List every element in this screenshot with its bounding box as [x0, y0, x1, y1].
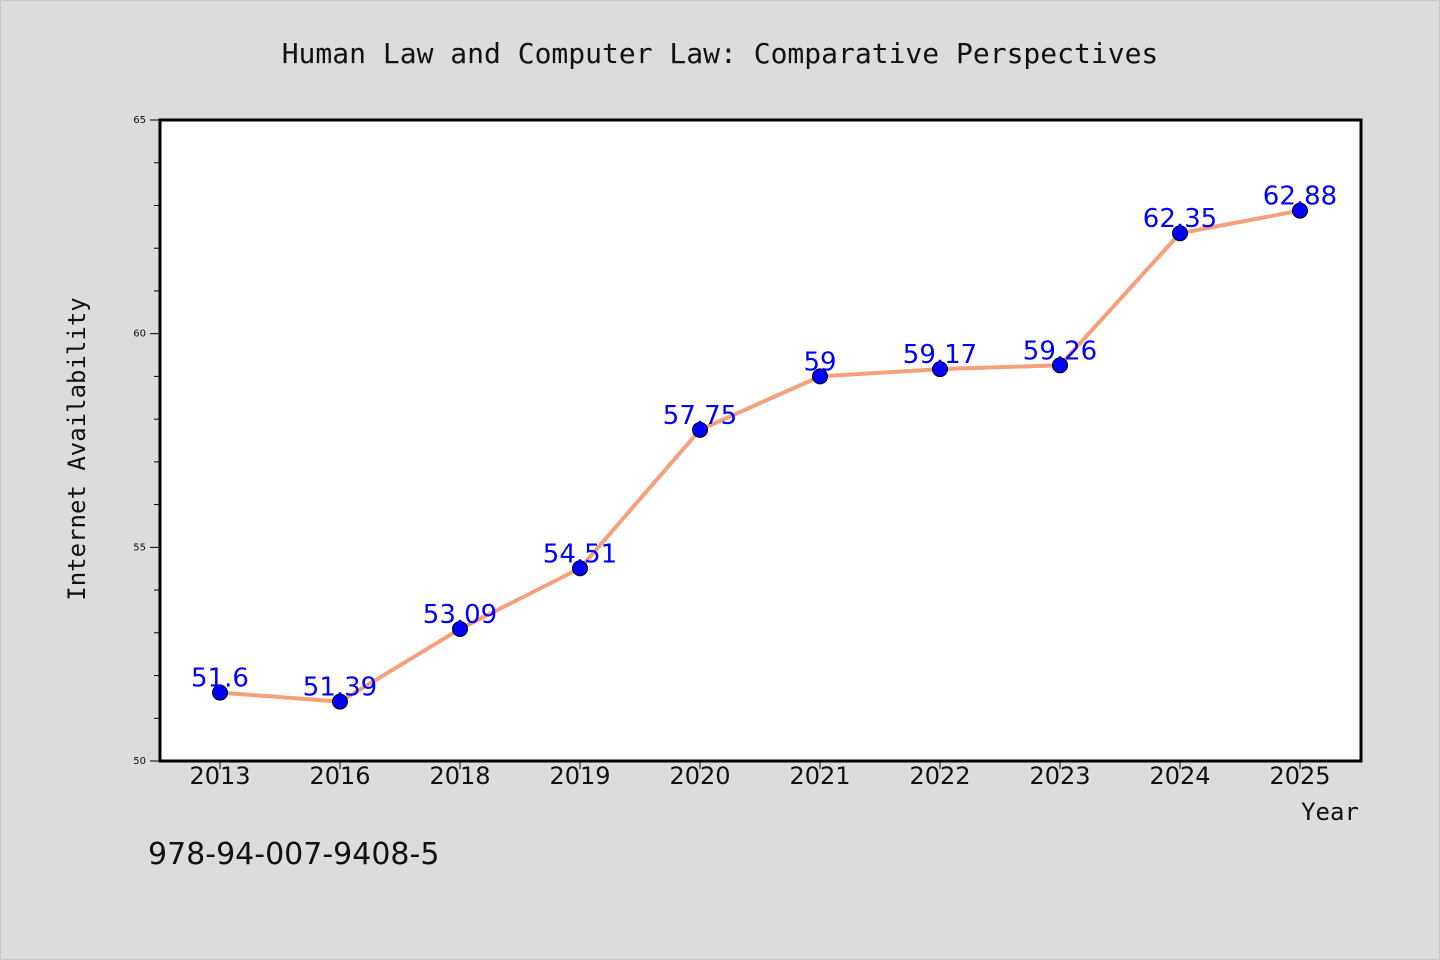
data-point — [572, 560, 588, 577]
x-tick-label: 2020 — [669, 762, 730, 790]
x-tick-label: 2013 — [189, 762, 250, 790]
y-tick-label: 50 — [133, 756, 146, 767]
data-point — [812, 368, 828, 385]
data-point — [1292, 202, 1308, 219]
y-axis-label: Internet Availability — [63, 297, 91, 600]
y-tick-label: 55 — [133, 542, 146, 553]
data-label: 59.26 — [1023, 336, 1097, 366]
data-point — [1172, 225, 1188, 242]
data-label: 62.88 — [1263, 182, 1337, 212]
series-line-group — [219, 208, 1301, 704]
x-tick-label: 2016 — [309, 762, 370, 790]
chart-title: Human Law and Computer Law: Comparative … — [282, 37, 1159, 70]
data-point — [332, 693, 348, 710]
data-point — [1052, 357, 1068, 374]
data-label: 57.75 — [663, 401, 737, 431]
plot-area — [158, 118, 1363, 763]
x-tick-label: 2025 — [1269, 762, 1330, 790]
data-label: 51.6 — [191, 664, 249, 694]
series-line — [219, 208, 1301, 704]
y-axis: 50 55 60 65 — [133, 115, 160, 767]
data-label: 54.51 — [543, 539, 617, 569]
x-axis: 2013 2016 2018 2019 2020 2021 2022 2023 2024 2025 — [189, 761, 1331, 790]
x-tick-label: 2023 — [1029, 762, 1090, 790]
data-label: 59.17 — [903, 340, 977, 370]
x-tick-label: 2018 — [429, 762, 490, 790]
data-point — [452, 620, 468, 637]
x-tick-label: 2024 — [1149, 762, 1210, 790]
data-point — [212, 684, 228, 701]
x-axis-label: Year — [1301, 798, 1359, 826]
data-point — [692, 421, 708, 438]
y-tick-label: 65 — [133, 115, 146, 126]
y-tick-label: 60 — [133, 329, 146, 340]
data-label: 59 — [803, 347, 836, 377]
data-points — [212, 202, 1308, 710]
x-tick-label: 2021 — [789, 762, 850, 790]
data-point — [932, 361, 948, 378]
isbn-annotation: 978-94-007-9408-5 — [148, 837, 439, 872]
x-tick-label: 2019 — [549, 762, 610, 790]
data-labels: 51.6 51.39 53.09 54.51 57.75 59 59.17 59.26 62.3… — [191, 182, 1337, 703]
data-label: 62.35 — [1143, 204, 1217, 234]
data-label: 51.39 — [303, 673, 377, 703]
data-label: 53.09 — [423, 600, 497, 630]
x-tick-label: 2022 — [909, 762, 970, 790]
